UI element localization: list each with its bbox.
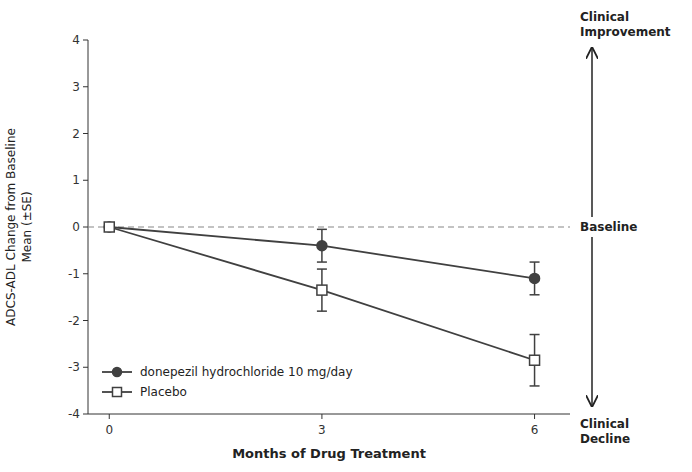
chart: -4 -3 -2 -1 0 1 2 3 4 0 3 6 Months of Drug Treatment…	[0, 0, 692, 472]
y-tick	[83, 227, 88, 228]
y-tick	[83, 40, 88, 41]
point	[317, 241, 327, 251]
annotation-line: Clinical	[580, 417, 629, 431]
y-tick	[83, 180, 88, 181]
x-tick	[109, 414, 110, 419]
y-axis-label-line: ADCS-ADL Change from Baseline	[4, 128, 18, 326]
legend-label: donepezil hydrochloride 10 mg/day	[140, 365, 353, 379]
series	[104, 222, 539, 386]
error-bar-cap	[530, 334, 540, 336]
y-tick-label: 1	[72, 173, 80, 187]
y-tick-label: -1	[68, 267, 80, 281]
error-bar-cap	[317, 261, 327, 263]
point	[104, 222, 114, 232]
y-tick-label: 2	[72, 127, 80, 141]
y-tick-label: -2	[68, 314, 80, 328]
x-axis-line	[88, 414, 570, 415]
point	[530, 273, 540, 283]
y-tick	[83, 414, 88, 415]
y-tick-label: -4	[68, 407, 80, 421]
x-tick-label: 0	[105, 423, 113, 437]
annotation-line: Decline	[580, 432, 630, 446]
annotation-arrow	[591, 48, 593, 217]
error-bar-cap	[530, 385, 540, 387]
series-line	[109, 227, 534, 360]
error-bar	[530, 335, 540, 386]
y-axis-label-group: ADCS-ADL Change from BaselineMean (±SE)	[4, 128, 34, 326]
y-tick	[83, 367, 88, 368]
baseline-line	[88, 226, 570, 227]
error-bar	[317, 229, 327, 262]
error-bar	[530, 262, 540, 295]
point	[530, 355, 540, 365]
y-tick-label: 0	[72, 220, 80, 234]
axes: -4 -3 -2 -1 0 1 2 3 4 0 3 6	[68, 33, 570, 437]
y-tick-label: -3	[68, 360, 80, 374]
x-tick-label: 3	[318, 423, 326, 437]
error-bar-cap	[530, 294, 540, 296]
x-tick	[534, 414, 535, 419]
background	[0, 0, 692, 472]
error-bar	[317, 269, 327, 311]
y-tick	[83, 133, 88, 134]
error-bar-cap	[530, 261, 540, 263]
legend-marker	[113, 368, 122, 377]
point	[104, 222, 114, 232]
legend: donepezil hydrochloride 10 mg/day Placebo	[102, 365, 353, 399]
y-tick	[83, 320, 88, 321]
point	[317, 285, 327, 295]
annotation-line: Improvement	[580, 25, 671, 39]
annotation-arrow	[591, 237, 593, 406]
y-axis-label-line: Mean (±SE)	[20, 191, 34, 262]
x-axis-label: Months of Drug Treatment	[232, 446, 426, 461]
x-tick	[321, 414, 322, 419]
error-bar-cap	[317, 310, 327, 312]
annotation: ClinicalImprovement	[580, 10, 671, 39]
annotation: ClinicalDecline	[580, 417, 630, 446]
x-tick-label: 6	[531, 423, 539, 437]
y-tick	[83, 86, 88, 87]
baseline-label: Baseline	[580, 220, 637, 234]
annotation-line: Clinical	[580, 10, 629, 24]
legend-marker	[113, 388, 122, 397]
y-tick-label: 4	[72, 33, 80, 47]
y-tick-label: 3	[72, 80, 80, 94]
legend-label: Placebo	[140, 385, 187, 399]
y-axis-label: ADCS-ADL Change from BaselineMean (±SE)	[4, 128, 34, 326]
y-tick	[83, 273, 88, 274]
error-bar-cap	[317, 268, 327, 270]
error-bar-cap	[317, 229, 327, 231]
plot-area	[88, 222, 570, 386]
